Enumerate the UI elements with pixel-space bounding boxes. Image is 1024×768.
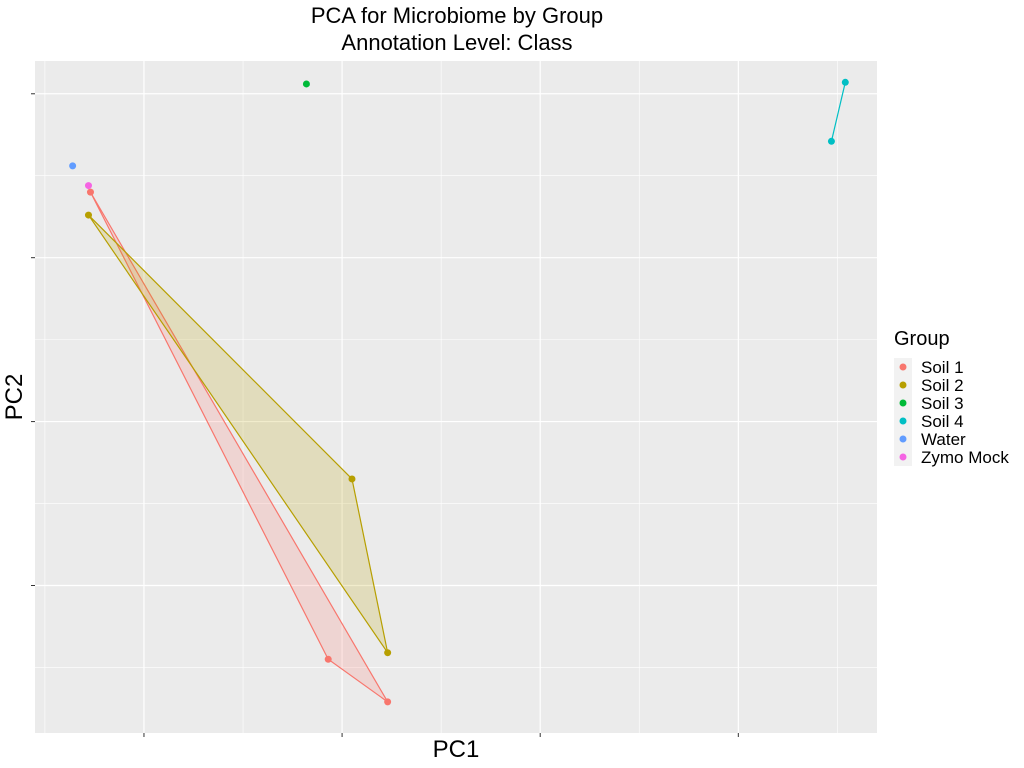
data-points (69, 78, 849, 706)
legend-label: Soil 2 (921, 376, 964, 395)
point-soil-4 (841, 78, 849, 86)
legend-key (899, 399, 907, 407)
point-soil-1 (86, 188, 94, 196)
x-axis-title: PC1 (433, 736, 480, 763)
chart-title: PCA for Microbiome by Group (311, 3, 603, 28)
legend-label: Soil 3 (921, 394, 964, 413)
legend-key (899, 435, 907, 443)
point-soil-3 (302, 80, 310, 88)
point-soil-2 (384, 649, 392, 657)
legend-label: Soil 4 (921, 412, 964, 431)
hull-soil-1 (89, 191, 389, 703)
group-hulls (87, 82, 846, 703)
plot-panel (35, 61, 877, 733)
grid-lines (35, 61, 877, 733)
hull-soil-4 (830, 82, 846, 142)
point-zymo-mock (84, 182, 92, 190)
point-soil-1 (324, 655, 332, 663)
legend-label: Zymo Mock (921, 448, 1009, 467)
legend-label: Soil 1 (921, 358, 964, 377)
point-soil-2 (348, 475, 356, 483)
point-soil-2 (84, 211, 92, 219)
legend-key (899, 381, 907, 389)
legend-title: Group (894, 328, 950, 350)
legend-key (899, 363, 907, 371)
legend-key (899, 453, 907, 461)
point-water (69, 162, 77, 170)
point-soil-1 (384, 698, 392, 706)
y-axis-title: PC2 (1, 374, 28, 421)
axis-ticks (31, 93, 739, 737)
legend-key (899, 417, 907, 425)
hull-soil-2 (87, 214, 389, 654)
legend-label: Water (921, 430, 966, 449)
point-soil-4 (827, 137, 835, 145)
chart-subtitle: Annotation Level: Class (341, 30, 572, 55)
